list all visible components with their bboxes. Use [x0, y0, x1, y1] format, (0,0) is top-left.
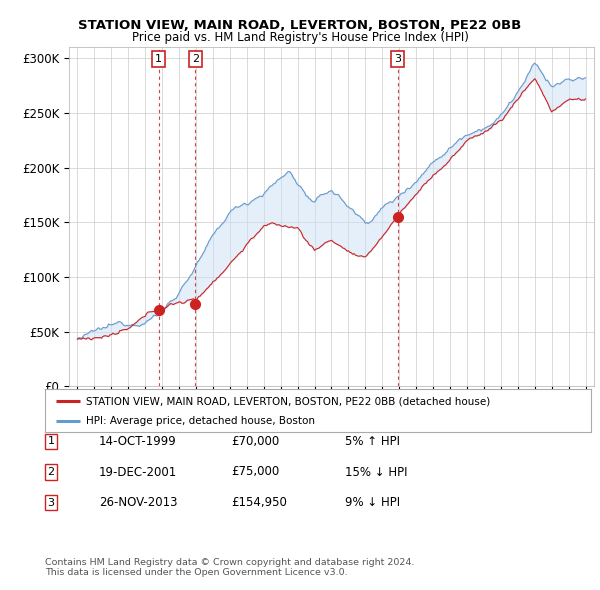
Text: 5% ↑ HPI: 5% ↑ HPI [345, 435, 400, 448]
Text: 1: 1 [47, 437, 55, 446]
Text: 26-NOV-2013: 26-NOV-2013 [99, 496, 178, 509]
Text: 14-OCT-1999: 14-OCT-1999 [99, 435, 177, 448]
Text: 3: 3 [47, 498, 55, 507]
Text: 2: 2 [47, 467, 55, 477]
Text: £75,000: £75,000 [231, 466, 279, 478]
Text: £154,950: £154,950 [231, 496, 287, 509]
Text: HPI: Average price, detached house, Boston: HPI: Average price, detached house, Bost… [86, 417, 315, 426]
Text: £70,000: £70,000 [231, 435, 279, 448]
Text: STATION VIEW, MAIN ROAD, LEVERTON, BOSTON, PE22 0BB (detached house): STATION VIEW, MAIN ROAD, LEVERTON, BOSTO… [86, 396, 490, 407]
Text: 19-DEC-2001: 19-DEC-2001 [99, 466, 177, 478]
Text: STATION VIEW, MAIN ROAD, LEVERTON, BOSTON, PE22 0BB: STATION VIEW, MAIN ROAD, LEVERTON, BOSTO… [79, 19, 521, 32]
Text: 3: 3 [394, 54, 401, 64]
Text: 15% ↓ HPI: 15% ↓ HPI [345, 466, 407, 478]
Text: Contains HM Land Registry data © Crown copyright and database right 2024.
This d: Contains HM Land Registry data © Crown c… [45, 558, 415, 577]
Text: 1: 1 [155, 54, 162, 64]
Text: 2: 2 [192, 54, 199, 64]
Text: 9% ↓ HPI: 9% ↓ HPI [345, 496, 400, 509]
Text: Price paid vs. HM Land Registry's House Price Index (HPI): Price paid vs. HM Land Registry's House … [131, 31, 469, 44]
